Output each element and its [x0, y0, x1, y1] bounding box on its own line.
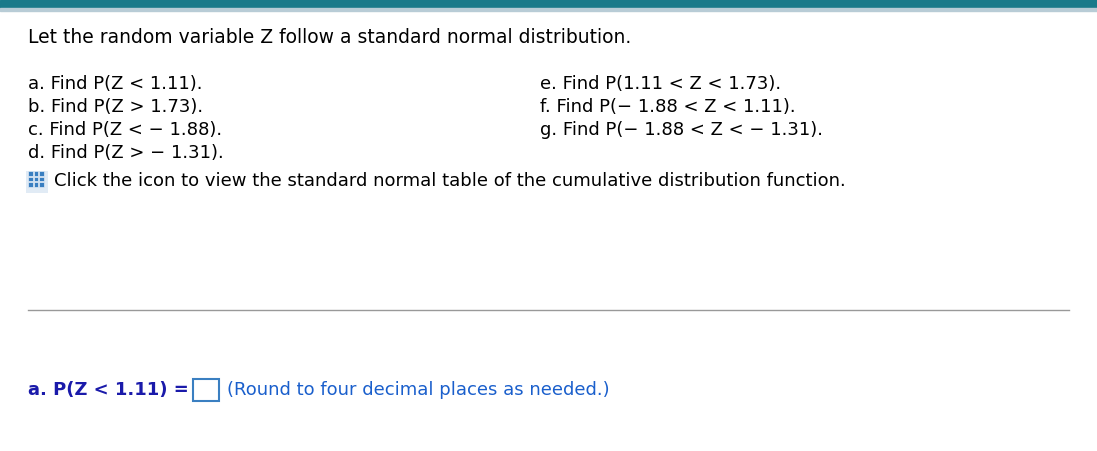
FancyBboxPatch shape: [34, 171, 38, 175]
FancyBboxPatch shape: [39, 177, 44, 181]
Text: b. Find P(Z > 1.73).: b. Find P(Z > 1.73).: [29, 98, 203, 116]
Text: e. Find P(1.11 < Z < 1.73).: e. Find P(1.11 < Z < 1.73).: [540, 75, 781, 93]
Text: a. P(Z < 1.11) =: a. P(Z < 1.11) =: [29, 381, 189, 399]
FancyBboxPatch shape: [39, 171, 44, 175]
FancyBboxPatch shape: [34, 177, 38, 181]
FancyBboxPatch shape: [26, 171, 48, 193]
FancyBboxPatch shape: [193, 379, 219, 401]
Text: f. Find P(− 1.88 < Z < 1.11).: f. Find P(− 1.88 < Z < 1.11).: [540, 98, 795, 116]
FancyBboxPatch shape: [29, 171, 33, 175]
FancyBboxPatch shape: [29, 182, 33, 187]
FancyBboxPatch shape: [34, 182, 38, 187]
Text: a. Find P(Z < 1.11).: a. Find P(Z < 1.11).: [29, 75, 203, 93]
Text: c. Find P(Z < − 1.88).: c. Find P(Z < − 1.88).: [29, 121, 222, 139]
FancyBboxPatch shape: [39, 182, 44, 187]
Text: d. Find P(Z > − 1.31).: d. Find P(Z > − 1.31).: [29, 144, 224, 162]
Bar: [0, 8, 1097, 11]
Text: (Round to four decimal places as needed.): (Round to four decimal places as needed.…: [227, 381, 610, 399]
Text: g. Find P(− 1.88 < Z < − 1.31).: g. Find P(− 1.88 < Z < − 1.31).: [540, 121, 823, 139]
Text: Click the icon to view the standard normal table of the cumulative distribution : Click the icon to view the standard norm…: [54, 172, 846, 190]
Text: Let the random variable Z follow a standard normal distribution.: Let the random variable Z follow a stand…: [29, 28, 631, 47]
Bar: [0, 0, 1097, 8]
FancyBboxPatch shape: [29, 177, 33, 181]
